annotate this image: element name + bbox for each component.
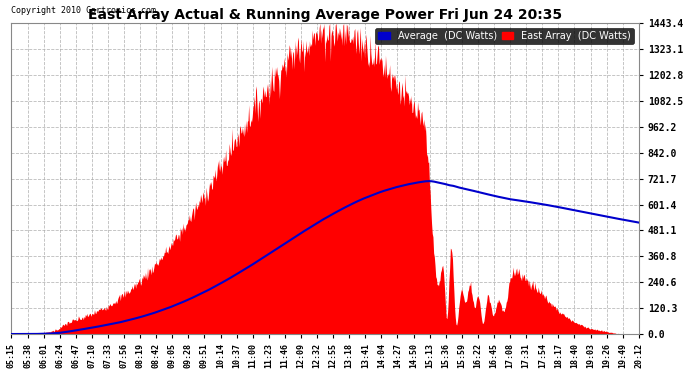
Legend: Average  (DC Watts), East Array  (DC Watts): Average (DC Watts), East Array (DC Watts… — [375, 28, 634, 44]
Title: East Array Actual & Running Average Power Fri Jun 24 20:35: East Array Actual & Running Average Powe… — [88, 8, 562, 22]
Text: Copyright 2010 Cartronics.com: Copyright 2010 Cartronics.com — [12, 6, 157, 15]
